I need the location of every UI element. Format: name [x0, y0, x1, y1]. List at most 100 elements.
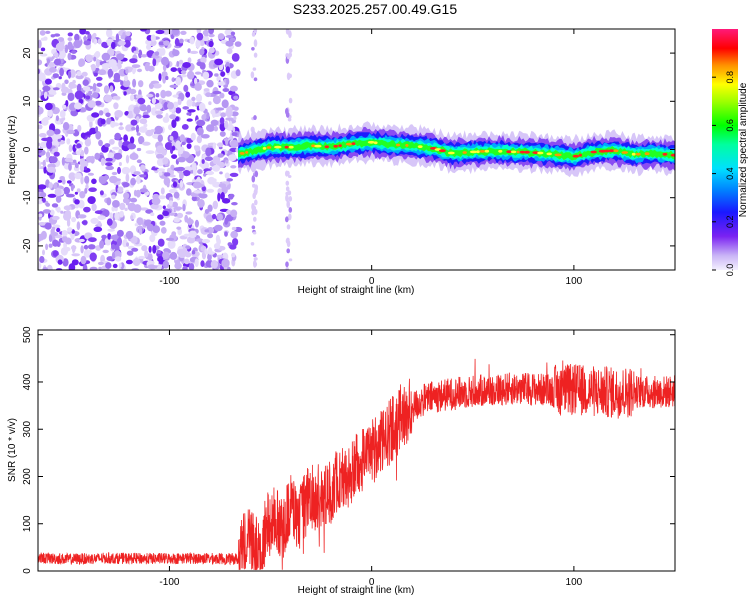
- noise-blob: [54, 58, 62, 66]
- noise-blob: [162, 74, 167, 84]
- noise-blob: [92, 92, 99, 99]
- noise-blob: [157, 49, 164, 57]
- noise-blob: [99, 240, 105, 249]
- noise-blob: [40, 230, 47, 240]
- signal-hotspot: [373, 141, 378, 145]
- y-tick-label: 500: [22, 326, 33, 343]
- noise-blob: [84, 146, 89, 155]
- noise-blob: [146, 93, 154, 98]
- signal-hotspot: [405, 144, 409, 147]
- noise-blob: [201, 186, 206, 192]
- colorbar-tick-label: 0.4: [725, 167, 735, 180]
- noise-blob: [55, 42, 65, 52]
- y-tick-label: 300: [22, 420, 33, 437]
- noise-blob: [157, 238, 165, 247]
- noise-blob: [134, 223, 139, 227]
- noise-blob: [225, 136, 229, 146]
- noise-blob: [105, 162, 113, 167]
- noise-blob: [233, 116, 237, 121]
- noise-blob: [93, 56, 97, 62]
- noise-blob: [105, 262, 112, 269]
- noise-blob: [157, 168, 166, 172]
- noise-blob: [110, 234, 119, 240]
- noise-blob: [41, 197, 46, 203]
- signal-hotspot: [333, 144, 339, 148]
- noise-streak: [285, 180, 290, 186]
- noise-streak: [285, 186, 290, 192]
- signal-hotspot: [476, 150, 480, 154]
- noise-blob: [71, 216, 77, 223]
- noise-blob: [101, 52, 111, 61]
- noise-blob: [207, 204, 213, 212]
- noise-blob: [235, 69, 241, 77]
- noise-blob: [201, 159, 205, 164]
- noise-blob: [169, 212, 176, 216]
- noise-blob: [189, 36, 195, 45]
- noise-blob: [181, 141, 186, 146]
- noise-blob: [186, 143, 192, 150]
- noise-blob: [182, 265, 188, 270]
- noise-blob: [107, 152, 115, 159]
- noise-blob: [38, 184, 47, 190]
- noise-streak: [252, 207, 256, 212]
- noise-blob: [118, 262, 122, 268]
- noise-blob: [160, 187, 165, 195]
- noise-blob: [101, 63, 111, 69]
- noise-blob: [194, 77, 198, 85]
- noise-blob: [232, 238, 239, 246]
- noise-blob: [136, 132, 141, 136]
- noise-blob: [140, 164, 146, 172]
- noise-blob: [101, 234, 107, 240]
- signal-hotspot: [613, 149, 619, 153]
- noise-blob: [40, 192, 47, 198]
- noise-blob: [57, 37, 65, 42]
- noise-blob: [51, 226, 56, 231]
- noise-blob: [87, 244, 96, 250]
- noise-blob: [91, 112, 100, 118]
- noise-blob: [76, 71, 82, 77]
- noise-blob: [230, 165, 237, 169]
- noise-blob: [98, 266, 102, 270]
- noise-blob: [78, 60, 84, 67]
- noise-blob: [199, 62, 206, 70]
- noise-blob: [148, 82, 154, 89]
- noise-blob: [91, 178, 97, 185]
- noise-blob: [211, 109, 216, 118]
- noise-blob: [208, 29, 214, 35]
- signal-hotspot: [284, 145, 289, 149]
- signal-hotspot: [262, 147, 267, 150]
- noise-blob: [65, 210, 71, 218]
- noise-blob: [38, 39, 42, 49]
- noise-blob: [231, 226, 237, 231]
- noise-blob: [48, 243, 53, 248]
- noise-blob: [80, 149, 85, 157]
- noise-blob: [94, 152, 100, 160]
- noise-streak: [251, 225, 256, 230]
- noise-blob: [70, 109, 78, 117]
- noise-blob: [91, 34, 95, 43]
- noise-blob: [129, 88, 137, 95]
- noise-blob: [131, 247, 139, 252]
- noise-blob: [192, 181, 202, 189]
- noise-blob: [61, 235, 68, 243]
- noise-blob: [51, 91, 57, 95]
- noise-blob: [84, 31, 90, 35]
- noise-blob: [95, 126, 99, 133]
- noise-blob: [48, 234, 53, 243]
- noise-blob: [107, 228, 115, 232]
- noise-blob: [176, 212, 184, 219]
- noise-blob: [71, 50, 77, 54]
- noise-streak: [252, 67, 257, 71]
- signal-hotspot: [537, 151, 544, 155]
- noise-blob: [150, 212, 155, 216]
- noise-blob: [122, 79, 131, 88]
- noise-blob: [83, 132, 93, 136]
- signal-hotspot: [345, 142, 353, 146]
- noise-blob: [42, 85, 51, 92]
- noise-blob: [212, 90, 222, 95]
- noise-blob: [187, 70, 195, 80]
- noise-blob: [212, 164, 221, 172]
- noise-blob: [53, 128, 61, 135]
- noise-blob: [145, 39, 152, 45]
